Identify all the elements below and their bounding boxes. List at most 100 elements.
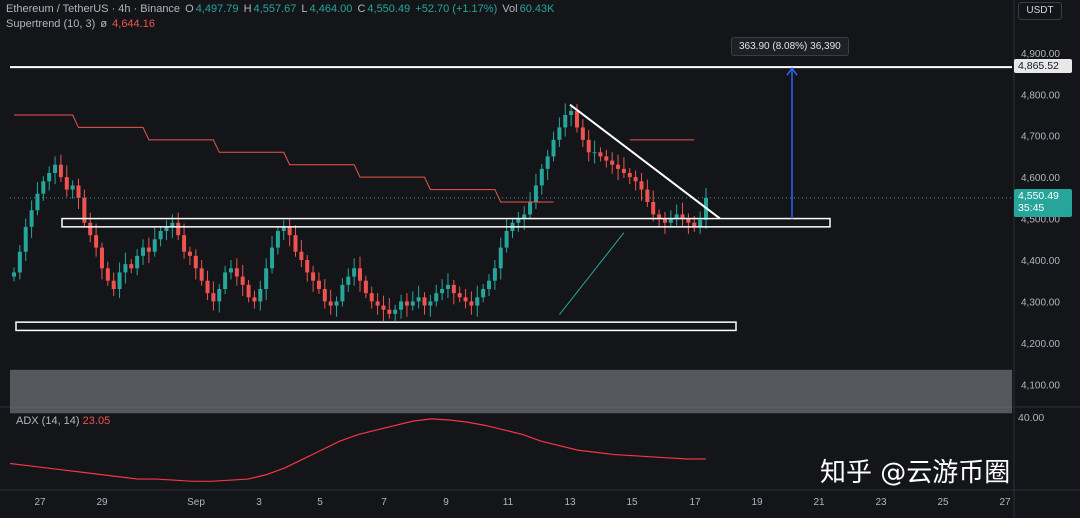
candle-body — [264, 268, 269, 289]
candle-body — [457, 293, 462, 298]
candle-body — [99, 247, 104, 269]
candle-body — [211, 293, 216, 302]
candle-body — [17, 251, 22, 273]
candle-body — [604, 156, 609, 161]
candle-body — [616, 164, 621, 169]
candle-body — [223, 272, 228, 289]
indicator-header: Supertrend (10, 3) ø 4,644.16 — [6, 18, 157, 30]
x-tick-label: Sep — [187, 497, 205, 508]
candle-body — [117, 272, 122, 289]
candle-body — [88, 222, 93, 236]
watermark: 知乎 @云游币圈 — [820, 458, 1011, 488]
candle-body — [463, 297, 468, 302]
candle-body — [199, 268, 204, 281]
candle-body — [287, 226, 292, 236]
candle-body — [205, 280, 210, 294]
close-label: C — [357, 3, 366, 15]
candle-body — [135, 255, 140, 269]
candle-body — [193, 255, 198, 269]
x-tick-label: 27 — [999, 497, 1011, 508]
x-tick-label: 29 — [96, 497, 108, 508]
x-tick-label: 17 — [689, 497, 701, 508]
symbol-title[interactable]: Ethereum / TetherUS · 4h · Binance — [6, 3, 181, 15]
low-label: L — [301, 3, 308, 15]
candle-body — [176, 222, 181, 236]
measure-label: 363.90 (8.08%) 36,390 — [731, 37, 849, 56]
candle-body — [422, 297, 427, 306]
x-tick-label: 7 — [381, 497, 387, 508]
candle-body — [668, 218, 673, 223]
y-tick-label: 4,400.00 — [1021, 256, 1060, 267]
candle-body — [70, 185, 75, 190]
candle-body — [35, 193, 40, 211]
candle-body — [47, 173, 52, 182]
open-label: O — [185, 3, 194, 15]
y-tick-label: 4,600.00 — [1021, 173, 1060, 184]
candle-body — [334, 301, 339, 306]
y-tick-label: 4,200.00 — [1021, 339, 1060, 350]
y-tick-label: 4,800.00 — [1021, 90, 1060, 101]
candle-body — [76, 185, 81, 198]
candle-body — [82, 197, 87, 223]
candle-body — [428, 301, 433, 306]
candle-body — [492, 268, 497, 281]
currency-button[interactable]: USDT — [1018, 2, 1062, 20]
candle-body — [311, 272, 316, 281]
candle-body — [557, 127, 562, 140]
candle-body — [381, 305, 386, 310]
candle-body — [328, 301, 333, 306]
candle-body — [539, 168, 544, 186]
candle-body — [41, 181, 46, 194]
candle-body — [12, 272, 16, 277]
candle-body — [246, 284, 251, 298]
candle-body — [434, 293, 439, 302]
candle-body — [698, 219, 703, 227]
supertrend-red-line — [14, 114, 554, 203]
candle-body — [416, 297, 421, 302]
candle-body — [299, 251, 304, 260]
x-tick-label: 5 — [317, 497, 323, 508]
candle-body — [53, 164, 58, 173]
candle-body — [393, 309, 398, 314]
x-tick-label: 15 — [626, 497, 638, 508]
adx-header: ADX (14, 14) 23.05 — [16, 415, 110, 427]
candle-body — [563, 115, 568, 128]
candle-body — [305, 260, 310, 273]
candle-body — [633, 177, 638, 182]
candle-body — [639, 181, 644, 190]
high-value: 4,557.67 — [253, 3, 297, 15]
candle-body — [586, 139, 591, 153]
y-tick-label: 4,300.00 — [1021, 297, 1060, 308]
candle-body — [469, 301, 474, 306]
level-price-tag: 4,865.52 — [1014, 59, 1072, 73]
candle-body — [451, 284, 456, 294]
candle-body — [258, 289, 263, 302]
ohlc-header: Ethereum / TetherUS · 4h · Binance O 4,49… — [6, 3, 556, 15]
candle-body — [686, 218, 691, 223]
x-tick-label: 25 — [937, 497, 949, 508]
candle-body — [545, 156, 550, 169]
change-value: +52.70 (+1.17%) — [415, 3, 498, 15]
bar-countdown: 35:45 — [1018, 202, 1045, 214]
candle-body — [487, 280, 492, 289]
candle-body — [528, 202, 533, 215]
last-price-tag: 4,550.49 35:45 — [1014, 189, 1072, 217]
candle-body — [551, 139, 556, 157]
candle-body — [481, 289, 486, 298]
candle-body — [645, 189, 650, 202]
candle-body — [692, 222, 697, 227]
candle-body — [574, 110, 579, 128]
candle-body — [275, 231, 280, 248]
supertrend-value: 4,644.16 — [112, 18, 155, 30]
supertrend-label[interactable]: Supertrend (10, 3) — [6, 18, 96, 30]
candle-body — [111, 280, 116, 289]
candle-body — [369, 293, 374, 302]
adx-label[interactable]: ADX (14, 14) — [16, 415, 80, 427]
candle-body — [516, 218, 521, 223]
candle-body — [141, 247, 146, 256]
descending-trendline — [569, 103, 721, 220]
visibility-icon[interactable]: ø — [100, 18, 108, 30]
candle-body — [657, 214, 662, 219]
candle-body — [346, 276, 351, 285]
